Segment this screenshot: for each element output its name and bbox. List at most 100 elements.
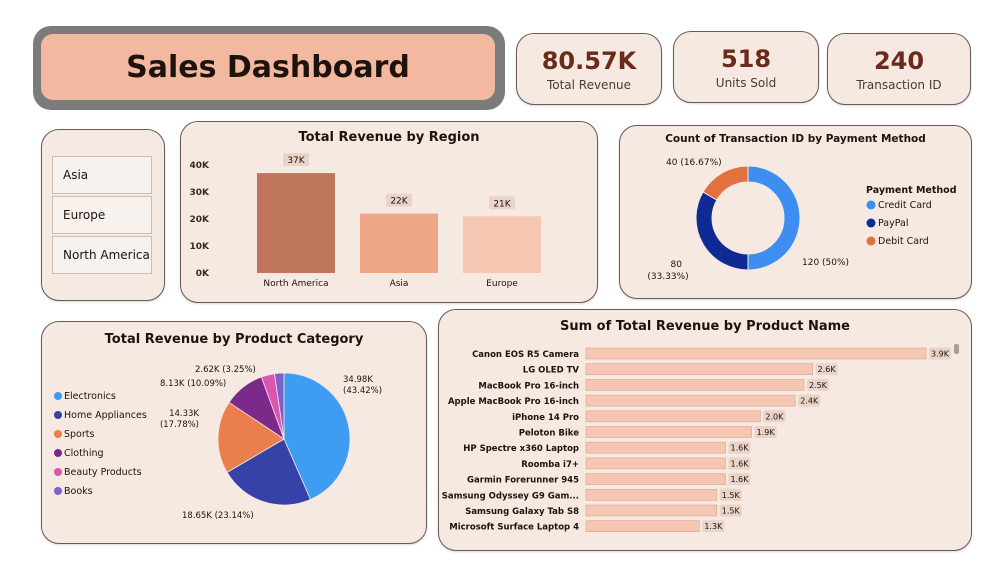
legend-marker bbox=[866, 236, 876, 246]
data-label-bg bbox=[489, 196, 515, 210]
y-tick-label: Peloton Bike bbox=[519, 429, 579, 439]
slice-label: 34.98K bbox=[343, 375, 373, 385]
payment-chart-panel: Count of Transaction ID by Payment Metho… bbox=[619, 125, 972, 299]
slicer-item-label: Europe bbox=[63, 208, 106, 222]
data-label: 1.9K bbox=[757, 428, 776, 437]
slicer-item-europe[interactable]: Europe bbox=[52, 196, 152, 234]
slice-label: 18.65K (23.14%) bbox=[182, 511, 254, 521]
y-tick-label: Samsung Galaxy Tab S8 bbox=[465, 507, 579, 517]
data-label-bg bbox=[386, 193, 412, 207]
kpi-total-revenue: 80.57K Total Revenue bbox=[516, 33, 662, 105]
legend-marker bbox=[54, 449, 62, 457]
kpi-transaction-id-value: 240 bbox=[873, 47, 925, 75]
data-label-bg bbox=[929, 347, 951, 360]
donut-slice bbox=[747, 165, 801, 271]
payment-chart-title: Count of Transaction ID by Payment Metho… bbox=[665, 133, 926, 145]
data-label-bg bbox=[283, 153, 309, 167]
region-bar bbox=[463, 216, 541, 273]
data-label: 2.4K bbox=[800, 397, 819, 406]
product-bar bbox=[585, 457, 726, 470]
slice-label: 8.13K (10.09%) bbox=[160, 379, 226, 389]
slice-label: 14.33K bbox=[169, 409, 199, 419]
product-bar bbox=[585, 441, 726, 454]
scrollbar-thumb[interactable] bbox=[954, 344, 959, 354]
kpi-units-sold: 518 Units Sold bbox=[673, 31, 819, 103]
region-bar bbox=[257, 173, 335, 273]
data-label-bg bbox=[815, 363, 838, 376]
pie-slice bbox=[217, 401, 285, 473]
product-bar-chart: Canon EOS R5 Camera 3.9K LG OLED TV 2.6K Mac… bbox=[442, 347, 951, 533]
legend-label: Beauty Products bbox=[64, 467, 142, 478]
y-tick-label: Apple MacBook Pro 16-inch bbox=[448, 397, 579, 407]
data-label: 2.0K bbox=[765, 412, 784, 421]
product-bar bbox=[585, 347, 927, 360]
dashboard-title-frame: Sales Dashboard bbox=[33, 26, 505, 110]
y-tick-label: 40K bbox=[190, 161, 211, 171]
region-bar bbox=[360, 213, 438, 273]
legend-marker bbox=[866, 218, 876, 228]
kpi-units-sold-value: 518 bbox=[720, 45, 772, 73]
data-label: 1.5K bbox=[722, 507, 741, 516]
product-chart-title: Sum of Total Revenue by Product Name bbox=[559, 319, 850, 334]
data-label: 1.6K bbox=[731, 444, 750, 453]
legend-label: Debit Card bbox=[878, 236, 929, 247]
x-tick-label: Europe bbox=[486, 279, 518, 289]
pie-slice bbox=[283, 372, 351, 500]
category-pie-chart: Electronics Home Appliances Sports Clothing… bbox=[54, 365, 382, 521]
legend-title: Payment Method bbox=[866, 185, 957, 196]
product-bar bbox=[585, 473, 726, 485]
y-tick-label: Canon EOS R5 Camera bbox=[472, 350, 579, 360]
legend-marker bbox=[54, 392, 62, 400]
data-label: 22K bbox=[390, 197, 408, 207]
y-tick-label: 10K bbox=[190, 242, 211, 252]
slicer-item-north-america[interactable]: North America bbox=[52, 236, 152, 274]
legend-marker bbox=[54, 468, 62, 476]
slicer-item-label: Asia bbox=[63, 168, 89, 182]
slice-label: 2.62K (3.25%) bbox=[195, 365, 256, 375]
dashboard-title-box: Sales Dashboard bbox=[41, 34, 495, 100]
region-chart-panel: Total Revenue by Region 0K 10K 20K 30K 40K 37… bbox=[180, 121, 598, 303]
legend-marker bbox=[54, 411, 62, 419]
legend-label: Clothing bbox=[64, 448, 104, 459]
kpi-total-revenue-value: 80.57K bbox=[541, 47, 637, 75]
pie-slice bbox=[274, 372, 285, 440]
legend-label: Electronics bbox=[64, 391, 116, 402]
donut-slice bbox=[702, 165, 749, 201]
y-tick-label: iPhone 14 Pro bbox=[512, 413, 579, 423]
region-slicer: Asia Europe North America bbox=[41, 129, 165, 301]
slice-label: (43.42%) bbox=[343, 386, 382, 396]
product-bar bbox=[585, 410, 761, 423]
data-label: 37K bbox=[287, 156, 305, 166]
product-bar bbox=[585, 363, 813, 376]
y-tick-label: Roomba i7+ bbox=[521, 460, 579, 470]
data-label: 21K bbox=[493, 199, 511, 209]
data-label: 1.6K bbox=[731, 475, 750, 484]
product-bar bbox=[585, 426, 752, 438]
product-bar bbox=[585, 504, 718, 517]
legend-label: Books bbox=[64, 486, 93, 497]
y-tick-label: LG OLED TV bbox=[523, 366, 580, 376]
region-bar-chart: 0K 10K 20K 30K 40K 37K North America 22K Asia 21K… bbox=[190, 153, 541, 289]
legend-marker bbox=[54, 430, 62, 438]
data-label: 1.3K bbox=[704, 522, 723, 531]
slicer-item-label: North America bbox=[63, 248, 150, 262]
data-label-bg bbox=[719, 504, 742, 517]
payment-donut-chart: 120 (50%) 80 (33.33%) 40 (16.67%) Payment Me… bbox=[647, 158, 957, 282]
kpi-units-sold-label: Units Sold bbox=[715, 76, 777, 90]
data-label-bg bbox=[719, 488, 742, 501]
donut-slice bbox=[695, 191, 749, 271]
data-label: 2.5K bbox=[809, 381, 828, 390]
legend-label: Credit Card bbox=[878, 200, 932, 211]
data-label-bg bbox=[798, 394, 821, 407]
slicer-item-asia[interactable]: Asia bbox=[52, 156, 152, 194]
category-chart-title: Total Revenue by Product Category bbox=[104, 332, 364, 347]
legend-label: Sports bbox=[64, 429, 95, 440]
data-label-bg bbox=[702, 520, 725, 533]
kpi-transaction-id-label: Transaction ID bbox=[856, 78, 942, 92]
data-label-bg bbox=[728, 473, 751, 486]
slice-label: 40 (16.67%) bbox=[666, 158, 722, 168]
slice-label: 120 (50%) bbox=[802, 258, 849, 268]
product-bar bbox=[585, 379, 805, 391]
slice-label: 80 bbox=[671, 260, 683, 270]
product-bar bbox=[585, 489, 718, 501]
